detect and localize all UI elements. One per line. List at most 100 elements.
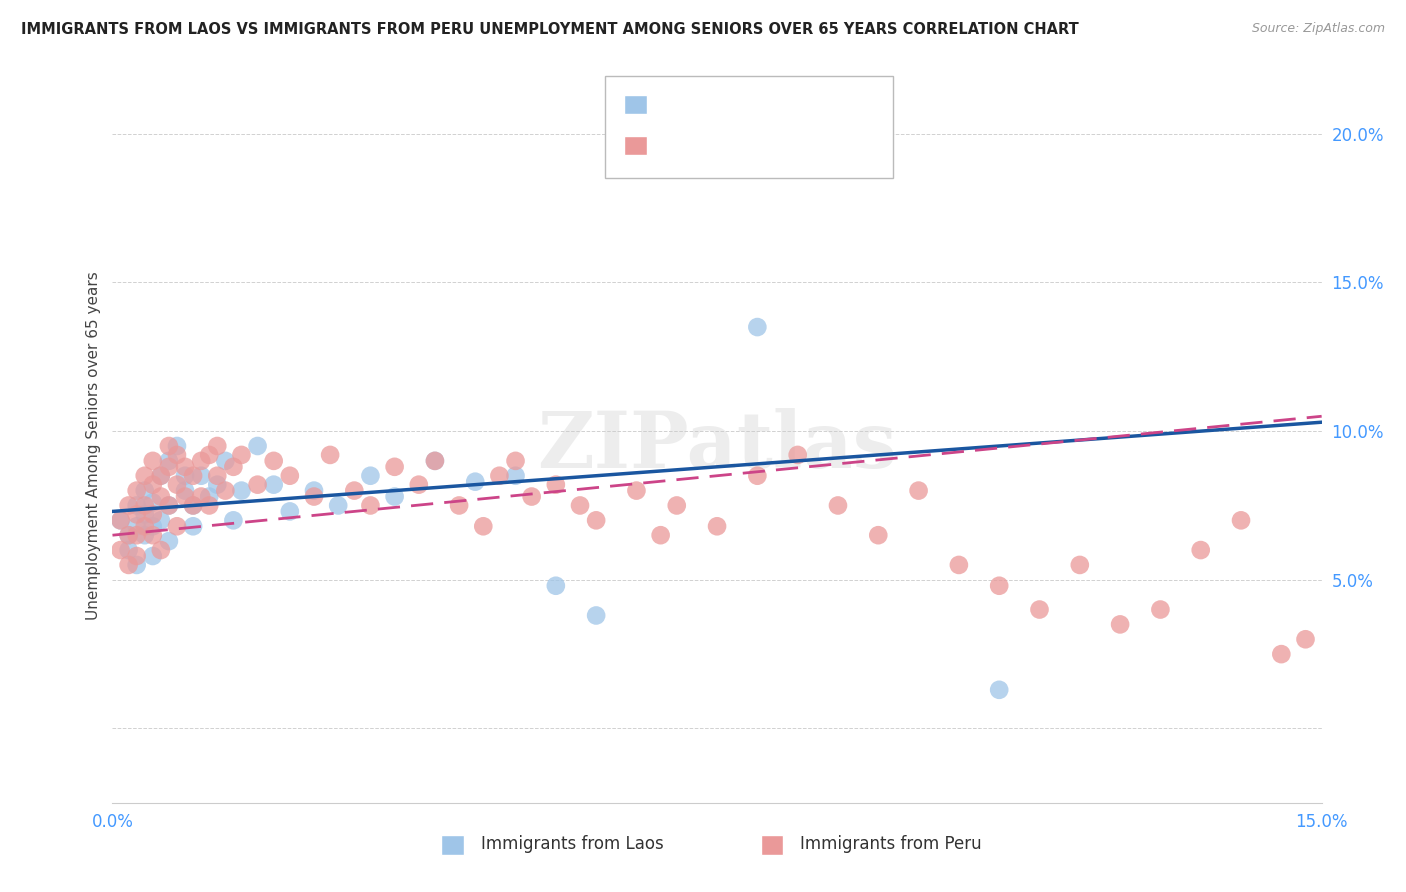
Point xyxy=(246,439,269,453)
Point xyxy=(190,490,212,504)
Point xyxy=(1295,632,1317,647)
Point xyxy=(157,499,180,513)
Point xyxy=(747,320,769,334)
Text: IMMIGRANTS FROM LAOS VS IMMIGRANTS FROM PERU UNEMPLOYMENT AMONG SENIORS OVER 65 : IMMIGRANTS FROM LAOS VS IMMIGRANTS FROM … xyxy=(21,22,1078,37)
Point xyxy=(166,448,188,462)
Point xyxy=(207,468,229,483)
Point xyxy=(472,519,495,533)
Point xyxy=(464,475,486,489)
Point xyxy=(134,519,156,533)
Point xyxy=(134,483,156,498)
Point xyxy=(166,439,188,453)
Point xyxy=(142,528,165,542)
Point xyxy=(117,543,139,558)
Point xyxy=(157,534,180,549)
Point xyxy=(149,468,172,483)
Point xyxy=(181,499,204,513)
Point xyxy=(1069,558,1091,572)
Text: 0.189: 0.189 xyxy=(690,95,745,112)
Point xyxy=(650,528,672,542)
Point xyxy=(948,558,970,572)
Point xyxy=(125,508,148,522)
Point xyxy=(626,483,648,498)
Point xyxy=(302,490,325,504)
Point xyxy=(125,519,148,533)
Point xyxy=(988,579,1011,593)
Point xyxy=(569,499,592,513)
Point xyxy=(706,519,728,533)
Point xyxy=(149,513,172,527)
Point xyxy=(423,454,446,468)
Point xyxy=(343,483,366,498)
Text: R =: R = xyxy=(654,136,692,153)
Point xyxy=(142,508,165,522)
Point xyxy=(505,468,527,483)
Point xyxy=(110,513,132,527)
Point xyxy=(142,549,165,563)
Point xyxy=(665,499,688,513)
Point xyxy=(302,483,325,498)
Point xyxy=(1230,513,1253,527)
Point xyxy=(190,468,212,483)
Point xyxy=(278,468,301,483)
Point xyxy=(868,528,890,542)
Point xyxy=(231,448,253,462)
Point xyxy=(544,477,567,491)
Point xyxy=(207,477,229,491)
Point xyxy=(174,459,197,474)
Point xyxy=(149,490,172,504)
Point xyxy=(125,483,148,498)
Point xyxy=(384,459,406,474)
Point xyxy=(198,490,221,504)
Point xyxy=(157,499,180,513)
Point xyxy=(1270,647,1292,661)
Point xyxy=(488,468,510,483)
Text: R =: R = xyxy=(654,95,692,112)
Point xyxy=(505,454,527,468)
Text: 0.226: 0.226 xyxy=(690,136,745,153)
Point xyxy=(190,454,212,468)
Point xyxy=(166,519,188,533)
Point xyxy=(117,558,139,572)
Point xyxy=(142,477,165,491)
Point xyxy=(125,558,148,572)
Point xyxy=(214,483,236,498)
Point xyxy=(328,499,350,513)
Point xyxy=(166,477,188,491)
Point xyxy=(359,468,381,483)
Point xyxy=(827,499,849,513)
Point xyxy=(214,454,236,468)
Point xyxy=(319,448,342,462)
Point xyxy=(142,519,165,533)
Point xyxy=(246,477,269,491)
Point xyxy=(520,490,543,504)
Point xyxy=(117,528,139,542)
Point xyxy=(263,454,285,468)
Text: N =: N = xyxy=(738,95,793,112)
Point xyxy=(181,499,204,513)
Point xyxy=(134,499,156,513)
Point xyxy=(359,499,381,513)
Point xyxy=(449,499,471,513)
Text: N =: N = xyxy=(738,136,793,153)
Point xyxy=(423,454,446,468)
Point xyxy=(125,528,148,542)
Point xyxy=(125,549,148,563)
Point xyxy=(585,513,607,527)
Point xyxy=(1109,617,1132,632)
Point xyxy=(174,483,197,498)
Point xyxy=(149,468,172,483)
Point xyxy=(544,579,567,593)
Point xyxy=(134,508,156,522)
Point xyxy=(117,499,139,513)
Point xyxy=(222,459,245,474)
Text: 75: 75 xyxy=(794,136,818,153)
Point xyxy=(110,513,132,527)
Point xyxy=(1149,602,1171,616)
Point xyxy=(110,543,132,558)
Point xyxy=(125,499,148,513)
Point xyxy=(157,439,180,453)
Point xyxy=(384,490,406,504)
Text: 42: 42 xyxy=(794,95,818,112)
Point xyxy=(157,459,180,474)
